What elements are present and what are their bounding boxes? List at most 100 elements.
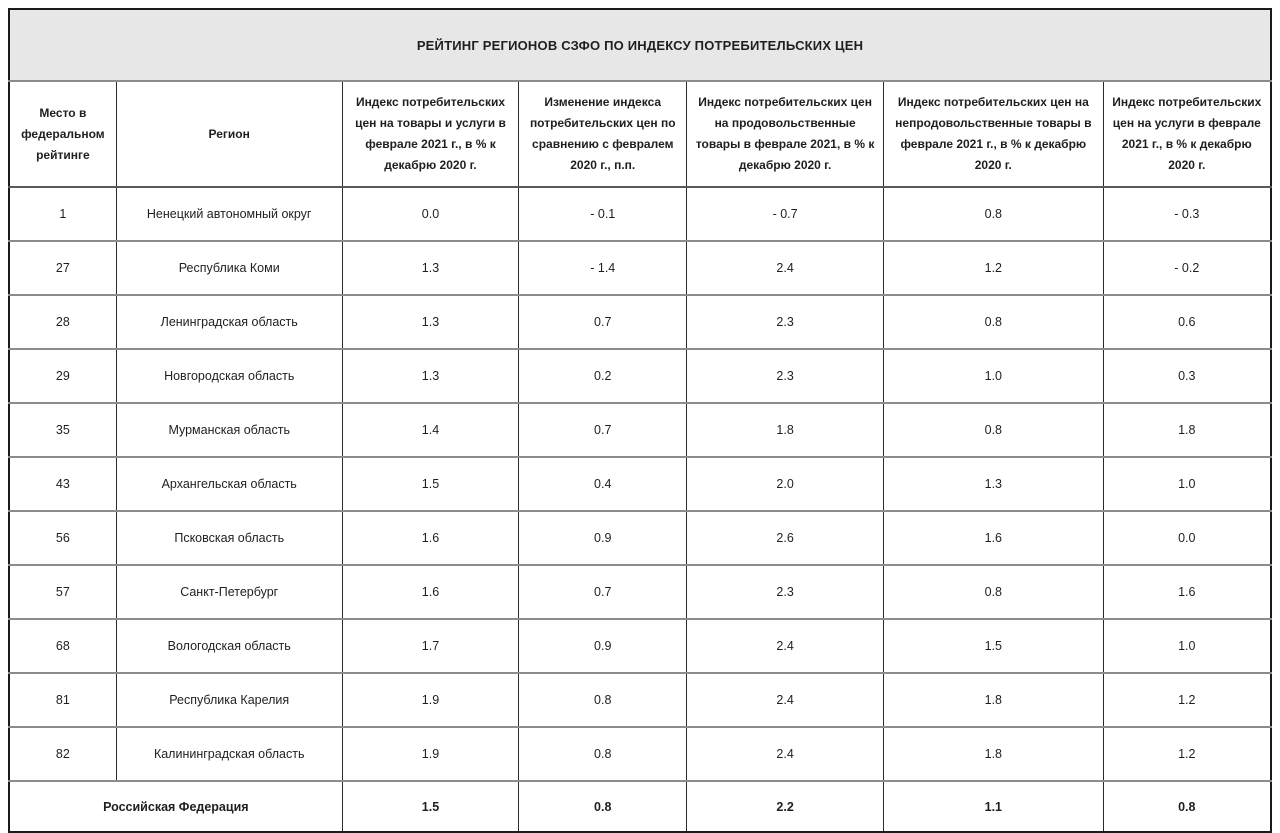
region-cell: Ненецкий автономный округ [115, 186, 343, 242]
place-cell: 82 [8, 726, 117, 782]
value-cell: 0.4 [518, 456, 688, 512]
value-cell: 2.4 [686, 618, 885, 674]
value-cell: 2.6 [686, 510, 885, 566]
table-row: 81 Республика Карелия 1.9 0.8 2.4 1.8 1.2 [8, 672, 1272, 728]
table-row: 57 Санкт-Петербург 1.6 0.7 2.3 0.8 1.6 [8, 564, 1272, 620]
value-cell: 0.8 [518, 672, 688, 728]
value-cell: 1.8 [883, 672, 1104, 728]
footer-value-cpi-nonfood: 1.1 [883, 780, 1104, 832]
value-cell: 2.3 [686, 348, 885, 404]
col-header-cpi-all: Индекс потребительских цен на товары и у… [341, 81, 520, 188]
value-cell: 0.8 [518, 726, 688, 782]
region-cell: Санкт-Петербург [115, 564, 343, 620]
place-cell: 27 [8, 240, 117, 296]
footer-value-cpi-all: 1.5 [341, 780, 520, 832]
value-cell: 1.6 [341, 510, 520, 566]
place-cell: 68 [8, 618, 117, 674]
value-cell: 1.3 [883, 456, 1104, 512]
table-row: 1 Ненецкий автономный округ 0.0- 0.1- 0.7 0… [8, 186, 1272, 242]
footer-value-cpi-change: 0.8 [518, 780, 688, 832]
value-cell: 2.0 [686, 456, 885, 512]
value-cell: 0.9 [518, 510, 688, 566]
table-row: 29 Новгородская область 1.3 0.2 2.3 1.0 0.3 [8, 348, 1272, 404]
table-row: 35 Мурманская область 1.4 0.7 1.8 0.8 1.8 [8, 402, 1272, 458]
value-cell: 1.2 [883, 240, 1104, 296]
table-row: 82 Калининградская область 1.9 0.8 2.4 1.8 1.2 [8, 726, 1272, 782]
value-cell: 0.0 [1102, 510, 1272, 566]
place-cell: 35 [8, 402, 117, 458]
place-cell: 29 [8, 348, 117, 404]
region-cell: Мурманская область [115, 402, 343, 458]
place-cell: 56 [8, 510, 117, 566]
footer-value-cpi-food: 2.2 [686, 780, 885, 832]
region-cell: Псковская область [115, 510, 343, 566]
value-cell: 0.9 [518, 618, 688, 674]
value-cell: 1.3 [341, 294, 520, 350]
value-cell: - 0.7 [686, 186, 885, 242]
place-cell: 81 [8, 672, 117, 728]
cpi-rating-table: РЕЙТИНГ РЕГИОНОВ СЗФО ПО ИНДЕКСУ ПОТРЕБИ… [8, 8, 1272, 833]
region-cell: Калининградская область [115, 726, 343, 782]
value-cell: 2.4 [686, 672, 885, 728]
value-cell: 2.4 [686, 726, 885, 782]
place-cell: 1 [8, 186, 117, 242]
table-title: РЕЙТИНГ РЕГИОНОВ СЗФО ПО ИНДЕКСУ ПОТРЕБИ… [9, 9, 1271, 82]
value-cell: 1.9 [341, 726, 520, 782]
value-cell: 1.0 [1102, 456, 1272, 512]
value-cell: 1.7 [341, 618, 520, 674]
value-cell: 2.3 [686, 564, 885, 620]
footer-value-cpi-services: 0.8 [1102, 780, 1272, 832]
value-cell: 1.2 [1102, 672, 1272, 728]
footer-row: Российская Федерация 1.5 0.8 2.2 1.1 0.8 [8, 780, 1272, 832]
table-row: 68 Вологодская область 1.7 0.9 2.4 1.5 1.0 [8, 618, 1272, 674]
title-row: РЕЙТИНГ РЕГИОНОВ СЗФО ПО ИНДЕКСУ ПОТРЕБИ… [9, 9, 1271, 82]
value-cell: 1.2 [1102, 726, 1272, 782]
col-header-cpi-food: Индекс потребительских цен на продовольс… [686, 81, 885, 188]
value-cell: 1.5 [341, 456, 520, 512]
value-cell: 1.6 [341, 564, 520, 620]
value-cell: 0.7 [518, 402, 688, 458]
value-cell: 1.6 [883, 510, 1104, 566]
col-header-place: Место в федеральном рейтинге [8, 81, 117, 188]
value-cell: 0.6 [1102, 294, 1272, 350]
footer-label: Российская Федерация [8, 780, 343, 832]
value-cell: - 0.2 [1102, 240, 1272, 296]
value-cell: 1.8 [686, 402, 885, 458]
place-cell: 57 [8, 564, 117, 620]
value-cell: 1.4 [341, 402, 520, 458]
value-cell: 0.7 [518, 564, 688, 620]
value-cell: 1.8 [1102, 402, 1272, 458]
region-cell: Архангельская область [115, 456, 343, 512]
value-cell: 0.2 [518, 348, 688, 404]
value-cell: - 1.4 [518, 240, 688, 296]
table-row: 27 Республика Коми 1.3- 1.4 2.4 1.2- 0.2 [8, 240, 1272, 296]
value-cell: - 0.3 [1102, 186, 1272, 242]
value-cell: 1.8 [883, 726, 1104, 782]
table-body: 1 Ненецкий автономный округ 0.0- 0.1- 0.7 0… [8, 186, 1272, 782]
value-cell: 1.0 [1102, 618, 1272, 674]
value-cell: 0.8 [883, 294, 1104, 350]
place-cell: 43 [8, 456, 117, 512]
place-cell: 28 [8, 294, 117, 350]
region-cell: Новгородская область [115, 348, 343, 404]
table-row: 28 Ленинградская область 1.3 0.7 2.3 0.8 0.6 [8, 294, 1272, 350]
value-cell: 0.3 [1102, 348, 1272, 404]
value-cell: 0.8 [883, 402, 1104, 458]
table-row: 56 Псковская область 1.6 0.9 2.6 1.6 0.0 [8, 510, 1272, 566]
value-cell: 2.4 [686, 240, 885, 296]
value-cell: - 0.1 [518, 186, 688, 242]
col-header-cpi-change: Изменение индекса потребительских цен по… [518, 81, 688, 188]
value-cell: 0.0 [341, 186, 520, 242]
region-cell: Ленинградская область [115, 294, 343, 350]
header-row: Место в федеральном рейтинге Регион Инде… [8, 81, 1272, 188]
value-cell: 1.6 [1102, 564, 1272, 620]
value-cell: 0.8 [883, 186, 1104, 242]
region-cell: Республика Коми [115, 240, 343, 296]
value-cell: 1.9 [341, 672, 520, 728]
value-cell: 1.5 [883, 618, 1104, 674]
value-cell: 1.3 [341, 240, 520, 296]
col-header-cpi-nonfood: Индекс потребительских цен на непродовол… [883, 81, 1104, 188]
col-header-cpi-services: Индекс потребительских цен на услуги в ф… [1102, 81, 1272, 188]
region-cell: Вологодская область [115, 618, 343, 674]
value-cell: 0.7 [518, 294, 688, 350]
